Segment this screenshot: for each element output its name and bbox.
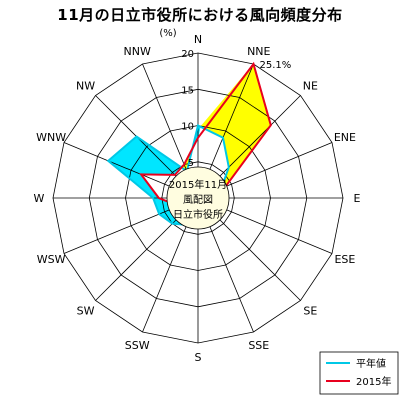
max-value-annotation: 25.1% xyxy=(260,60,292,71)
direction-label: SSW xyxy=(125,339,150,352)
legend: 平年値 2015年 xyxy=(319,351,399,395)
center-label-line: 日立市役所 xyxy=(173,208,223,221)
grid-ring xyxy=(161,161,235,235)
direction-label: NE xyxy=(303,80,318,93)
grid-ring xyxy=(88,88,308,308)
legend-label: 平年値 xyxy=(356,357,386,370)
direction-label: WNW xyxy=(36,131,66,144)
radial-tick-label: 5 xyxy=(188,158,194,169)
direction-label: N xyxy=(194,33,202,46)
radial-tick-label: 20 xyxy=(181,49,194,60)
direction-label: SE xyxy=(303,304,317,317)
center-label-line: 風配図 xyxy=(183,194,213,206)
direction-label: ESE xyxy=(334,253,355,266)
direction-label: ENE xyxy=(334,131,356,144)
direction-label: NNW xyxy=(124,45,151,58)
unit-label: (%) xyxy=(159,28,176,39)
center-circle xyxy=(166,166,230,230)
legend-label: 2015年 xyxy=(356,375,391,388)
direction-label: WSW xyxy=(37,253,66,266)
direction-label: S xyxy=(195,351,202,364)
grid-ring xyxy=(125,125,271,271)
direction-label: W xyxy=(34,192,45,205)
direction-label: E xyxy=(354,192,361,205)
direction-label: SW xyxy=(77,304,95,317)
direction-label: SSE xyxy=(248,339,269,352)
center-label-line: 2015年11月 xyxy=(169,178,227,191)
direction-label: NW xyxy=(76,80,95,93)
radial-tick-label: 10 xyxy=(181,122,194,133)
direction-label: NNE xyxy=(247,45,270,58)
legend-box xyxy=(319,351,399,395)
radial-tick-label: 15 xyxy=(181,85,194,96)
chart-title: 11月の日立市役所における風向頻度分布 xyxy=(57,6,343,24)
grid-ring xyxy=(52,52,344,344)
